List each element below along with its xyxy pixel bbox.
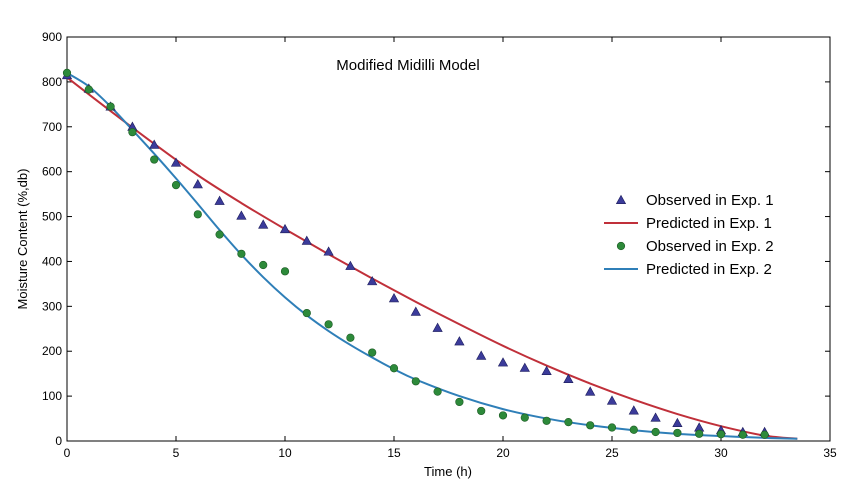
series-3-point [150,155,159,164]
y-tick-label: 100 [42,389,62,403]
x-tick-label: 35 [823,446,837,460]
legend-item-1: Observed in Exp. 1 [615,192,774,209]
series-1-point [149,139,160,149]
series-3-point [411,377,420,386]
series-1-point [323,246,334,256]
y-tick-label: 800 [42,75,62,89]
series-1-point [170,157,182,167]
legend-swatch-marker [615,194,627,204]
y-tick-label: 700 [42,120,62,134]
legend-label: Predicted in Exp. 1 [646,215,772,232]
series-3-point [302,308,311,318]
series-1-point [541,365,552,375]
x-tick-label: 25 [605,446,619,460]
x-tick-label: 15 [387,446,401,460]
legend-label: Observed in Exp. 1 [646,192,774,209]
series-1-point [301,235,312,245]
series-1-point [672,417,683,428]
series-3-point [477,406,486,416]
series-1-point [650,412,661,422]
series-3-point [455,397,464,407]
series-3-point [237,249,246,258]
series-3-point [193,210,202,219]
legend-label: Predicted in Exp. 2 [646,261,772,278]
y-tick-label: 900 [42,30,62,44]
series-3-point [280,267,290,276]
series-3-point [84,85,93,94]
series-1-point [258,219,269,229]
series-3-point [607,423,617,432]
y-axis-label: Moisture Content (%,db) [15,169,30,310]
x-tick-label: 5 [173,446,180,460]
y-tick-label: 600 [42,165,62,179]
legend-item-2: Predicted in Exp. 1 [604,215,772,232]
series-1-point [476,350,487,360]
y-tick-label: 0 [55,434,62,448]
series-1-point [628,405,639,415]
series-1-point [388,293,400,303]
series-3-point [259,260,268,270]
series-3-point [433,387,442,396]
legend-item-3: Observed in Exp. 2 [616,238,774,255]
series-3-point [716,430,726,439]
plot-border [66,36,831,442]
series-1-point [410,306,421,316]
series-3-point [324,320,333,329]
x-tick-label: 10 [278,446,292,460]
series-1-point [279,223,291,234]
legend: Observed in Exp. 1 Predicted in Exp. 1 Obs… [604,192,774,278]
series-1-point [432,322,443,332]
axis-ticks: 0 5 10 15 20 25 30 35 0 100 200 300 400 500 600 700 800 9… [42,30,837,460]
series-3-point [128,128,137,137]
series-3 [62,68,769,439]
series-1-point [236,210,247,220]
series-1-point [192,179,203,189]
series-3-point [651,427,660,437]
series-3-point [760,430,769,439]
series-3-point [171,181,181,190]
series-3-point [629,425,638,434]
series-3-point [346,333,355,342]
series-1-point [214,195,225,205]
series-3-point [106,102,115,111]
series-layer [61,68,798,440]
series-3-point [389,364,399,373]
series-3-point [62,68,72,78]
series-3-point [368,348,377,357]
series-1-point [606,395,618,405]
x-tick-label: 20 [496,446,510,460]
legend-item-4: Predicted in Exp. 2 [604,261,772,278]
series-1-point [345,260,356,270]
series-1-point [454,336,465,346]
series-3-point [586,421,595,430]
chart-title: Modified Midilli Model [336,57,479,74]
series-1-point [519,362,530,372]
series-3-point [695,429,704,438]
y-tick-label: 500 [42,210,62,224]
series-3-point [215,230,224,239]
series-3-point [520,413,529,422]
series-1-point [367,275,378,286]
x-tick-label: 30 [714,446,728,460]
plot-frame [66,36,831,442]
series-3-point [738,430,747,439]
series-2-line [66,76,798,440]
series-1-point [585,386,596,396]
y-tick-label: 300 [42,299,62,313]
legend-swatch-marker [616,241,626,251]
legend-label: Observed in Exp. 2 [646,238,774,255]
series-1-point [563,373,574,384]
y-tick-label: 400 [42,254,62,268]
series-1-point [497,357,509,367]
x-axis-label: Time (h) [424,464,472,479]
series-3-point [542,416,551,425]
series-3-point [498,411,508,420]
series-3-point [564,418,573,427]
y-tick-label: 200 [42,344,62,358]
series-3-point [673,428,682,438]
x-tick-label: 0 [64,446,71,460]
series-2 [66,76,798,440]
